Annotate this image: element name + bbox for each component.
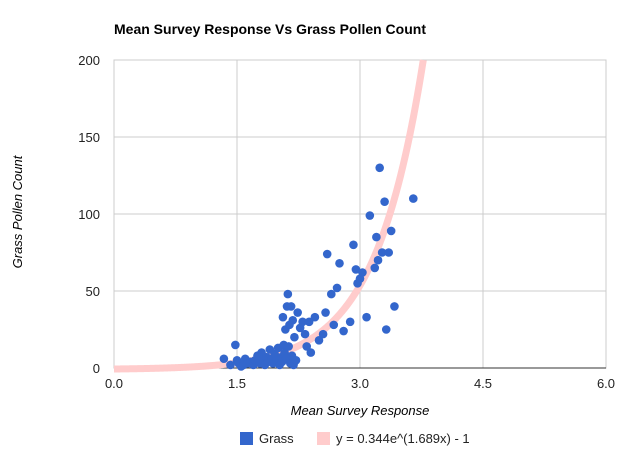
x-axis-ticks: 0.0 1.5 3.0 4.5 6.0 [105,376,615,391]
data-point [384,248,394,257]
y-tick-label: 50 [86,284,100,299]
data-point [327,289,336,299]
trendline [113,59,427,373]
data-point [332,283,342,293]
data-point [329,320,339,330]
data-point [306,348,316,357]
y-axis-label: Grass Pollen Count [10,154,25,268]
scatter-points [219,163,418,371]
data-point [339,326,348,336]
data-point [345,317,355,327]
data-point [370,263,380,273]
x-tick-label: 0.0 [105,376,123,391]
trendline-group [113,59,427,373]
grid [113,59,607,369]
data-point [304,317,314,327]
data-point [322,249,332,259]
data-point [373,255,383,265]
data-point [358,268,367,277]
data-point [283,289,293,299]
x-tick-label: 3.0 [351,376,369,391]
data-point [409,194,418,203]
data-point [288,315,298,325]
data-point [314,335,324,345]
data-point [362,312,371,322]
data-point [390,302,399,311]
x-axis-label: Mean Survey Response [291,403,430,418]
data-point [377,248,387,257]
data-point [365,211,375,220]
y-axis-ticks: 0 50 100 150 200 [78,53,100,376]
data-point [349,240,358,250]
chart-title: Mean Survey Response Vs Grass Pollen Cou… [114,21,426,37]
data-point [278,312,288,322]
data-point [318,329,328,339]
data-point [380,197,389,206]
data-point [284,342,293,351]
data-point [375,163,384,173]
data-point [300,329,310,339]
data-point [310,312,320,322]
data-point [386,226,396,236]
legend-label-grass: Grass [259,431,294,446]
y-tick-label: 200 [78,53,100,68]
data-point [291,356,301,365]
data-point [321,308,330,317]
legend: Grass y = 0.344e^(1.689x) - 1 [240,431,470,446]
data-point [335,258,344,268]
data-point [219,354,229,364]
data-point [381,325,391,334]
x-tick-label: 1.5 [228,376,246,391]
data-point [231,340,240,350]
data-point [286,302,296,311]
legend-label-trendline: y = 0.344e^(1.689x) - 1 [336,431,470,446]
data-point [293,308,302,317]
x-tick-label: 4.5 [474,376,492,391]
legend-swatch-trendline [317,432,330,445]
y-tick-label: 150 [78,130,100,145]
data-point [298,317,307,327]
data-point [372,232,381,242]
data-point [290,332,299,342]
x-tick-label: 6.0 [597,376,615,391]
legend-swatch-grass [240,432,253,445]
data-point [351,265,361,274]
y-tick-label: 0 [93,361,100,376]
data-point [302,342,312,351]
y-tick-label: 100 [78,207,100,222]
data-point [226,360,235,370]
